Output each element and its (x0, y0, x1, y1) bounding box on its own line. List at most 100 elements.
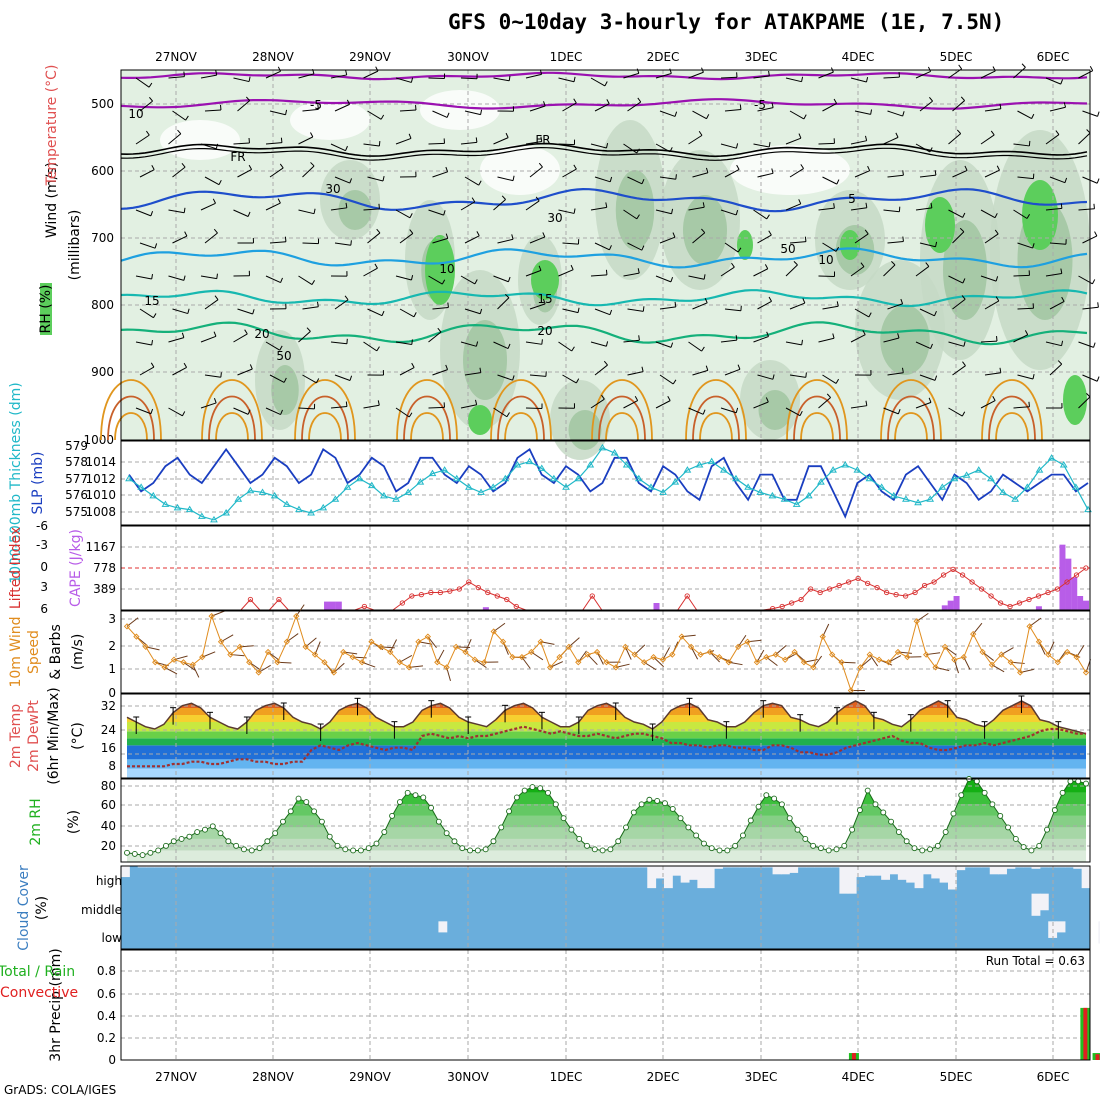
lifted-index-point (418, 591, 424, 598)
wind-barb-flag (374, 263, 378, 269)
wind-speed-point (734, 643, 742, 651)
wind-speed-point (603, 659, 610, 666)
wind-barb (135, 77, 150, 88)
wind-barb-flag (705, 167, 709, 173)
wind-barb (590, 143, 607, 149)
wind-barb-flag (382, 176, 385, 182)
contour-label: 50 (276, 349, 291, 363)
wind-speed-point (321, 659, 328, 666)
wind-speed-point (819, 633, 826, 640)
wind-barb-10m (577, 650, 587, 663)
cloud-high-bar (1081, 866, 1091, 889)
rh-dry-area (480, 145, 560, 195)
wind-barb-flag (346, 99, 351, 105)
wind-barb (887, 240, 904, 244)
wind-barb-10m (295, 604, 305, 617)
wind-barb-10m (587, 654, 598, 666)
wind-barb-flag (571, 346, 575, 352)
wind-barb-flag (247, 211, 251, 217)
wind-barb (395, 407, 410, 418)
temp-band (127, 759, 1086, 769)
wind-barb-flag (446, 112, 450, 118)
rh-line (126, 778, 1087, 856)
wind-barb-flag (768, 142, 771, 148)
precip-panel (120, 949, 1091, 1061)
rh-point (864, 787, 871, 794)
wind-barb-flag (793, 261, 798, 266)
rh-high-area (425, 235, 455, 305)
wind-barb-flag (735, 407, 739, 413)
wind-barb (529, 303, 546, 310)
thickness-point (610, 449, 619, 456)
thickness-point (549, 474, 558, 482)
wind-barb (460, 201, 476, 211)
freezing-level-line (120, 146, 1088, 161)
wind-barb (785, 203, 801, 211)
wind-barb-flag (177, 129, 182, 135)
rh-point (568, 826, 575, 833)
wind-speed-point (782, 656, 789, 663)
cloud-high-bar (513, 866, 523, 868)
thickness-point (282, 500, 291, 507)
thickness-point (622, 461, 631, 468)
wind-barb (525, 341, 542, 345)
temp-tick: 24 (101, 723, 116, 737)
wind-speed-point (246, 659, 253, 666)
cloud-high-bar (496, 866, 506, 868)
wind-barb (139, 169, 155, 178)
wind-barb (1049, 106, 1066, 112)
wind-speed-point (208, 612, 215, 620)
thickness-point (562, 483, 570, 490)
wind-barb-flag (835, 246, 840, 252)
thickness-axis-label: 1000-500mb Thickness (dm) (8, 382, 24, 583)
thickness-point (234, 495, 243, 502)
wind-barb (952, 365, 966, 376)
lifted-index-point (466, 579, 472, 585)
lifted-index-point (883, 589, 890, 596)
wind-barb-flag (213, 398, 217, 404)
cloud-high-bar (814, 866, 824, 868)
precip-conv-bar (1083, 1007, 1088, 1060)
wind-barb-flag (870, 109, 873, 115)
rh-point (178, 835, 185, 842)
wind-barb (980, 209, 996, 219)
wind-barb (692, 302, 708, 310)
contour-label: -5 (310, 98, 322, 112)
wind-barb (948, 133, 961, 145)
wind-barb-flag (380, 114, 385, 120)
wind-barb (659, 176, 676, 180)
wind-barb-flag (480, 109, 483, 115)
wind-barb (822, 102, 837, 112)
wind-barb-10m (991, 664, 1005, 673)
thickness-point (197, 512, 206, 519)
wind-barb-10m (531, 651, 544, 661)
cloud-high-bar (764, 866, 774, 868)
date-tick-top: 27NOV (155, 50, 197, 64)
wind-barb-flag (280, 137, 283, 143)
wind-barb-flag (1032, 243, 1035, 249)
wind-barb-flag (376, 228, 381, 234)
wind-barb (850, 77, 867, 83)
contour-label: 20 (254, 327, 269, 341)
wind-barb-flag (667, 396, 671, 401)
wind-barb (200, 143, 217, 150)
wind-barb (432, 171, 448, 178)
wind-barb (363, 70, 379, 79)
contour-label: 10 (128, 107, 143, 121)
wind-barb-flag (310, 132, 314, 138)
cloud-high-bar (672, 866, 682, 876)
wind-barb-flag (925, 262, 930, 267)
cloud-high-bar (839, 866, 849, 894)
rh-point (677, 815, 684, 822)
wind-barb (854, 233, 869, 244)
cloud-high-bar (446, 866, 456, 868)
wind-barb-flag (927, 66, 932, 72)
cape-bar (1065, 558, 1072, 610)
wind-barb-10m (1076, 644, 1085, 658)
temp-bands (127, 701, 1086, 778)
cloud-high-bar (981, 866, 991, 868)
wind-speed-point (866, 651, 873, 658)
wind-barb-flag (994, 229, 999, 235)
rh-point (272, 830, 279, 837)
wind-barb (688, 275, 705, 280)
